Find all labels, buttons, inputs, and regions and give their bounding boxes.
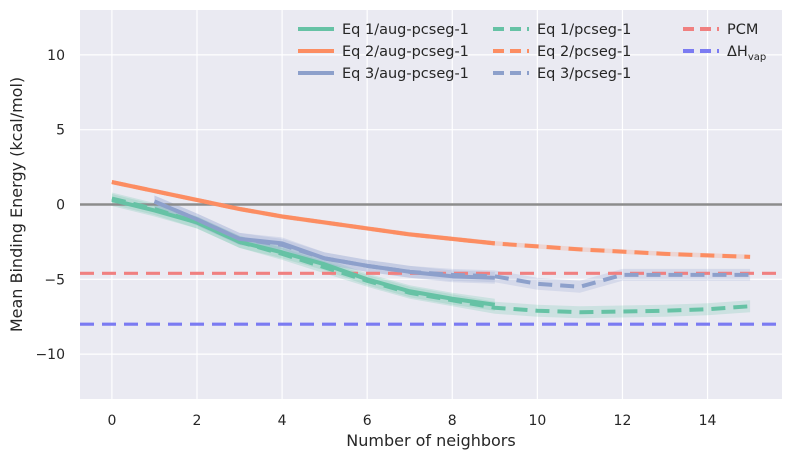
x-tick-label: 12 [614,413,632,429]
x-axis-label: Number of neighbors [346,431,515,450]
legend-label: Eq 1/pcseg-1 [537,22,631,38]
legend-label: Eq 3/pcseg-1 [537,66,631,82]
legend-label: Eq 3/aug-pcseg-1 [342,66,469,82]
legend-label: ΔHvap [727,44,766,63]
legend-label: Eq 2/aug-pcseg-1 [342,44,469,60]
x-tick-label: 8 [448,413,457,429]
tick-labels: 0 2 4 6 8 10 12 14 −10 −5 0 5 10 [35,48,716,429]
x-tick-label: 6 [363,413,372,429]
series-lines [80,180,782,326]
legend-label: Eq 2/pcseg-1 [537,44,631,60]
y-tick-label: 10 [47,48,65,64]
y-tick-label: −10 [35,347,65,363]
legend: Eq 1/aug-pcseg-1 Eq 2/aug-pcseg-1 Eq 3/aug… [298,22,766,82]
series-line-eq-2-pcseg-1 [111,180,751,259]
legend-label-base: ΔH [727,44,748,60]
x-tick-label: 14 [699,413,717,429]
x-tick-label: 2 [193,413,202,429]
x-tick-label: 4 [278,413,287,429]
x-tick-label: 10 [528,413,546,429]
y-tick-label: 5 [56,123,65,139]
y-tick-label: −5 [44,272,65,288]
y-tick-label: 0 [56,198,65,214]
legend-label: PCM [727,22,758,38]
legend-label: Eq 1/aug-pcseg-1 [342,22,469,38]
series-line-eq-1-aug-pcseg-1 [111,198,496,307]
x-tick-label: 0 [107,413,116,429]
series-line-eq-2-aug-pcseg-1 [111,180,496,246]
legend-label-subscript: vap [748,52,766,63]
y-axis-label: Mean Binding Energy (kcal/mol) [7,77,26,332]
series-line-eq-3-aug-pcseg-1 [153,199,495,280]
